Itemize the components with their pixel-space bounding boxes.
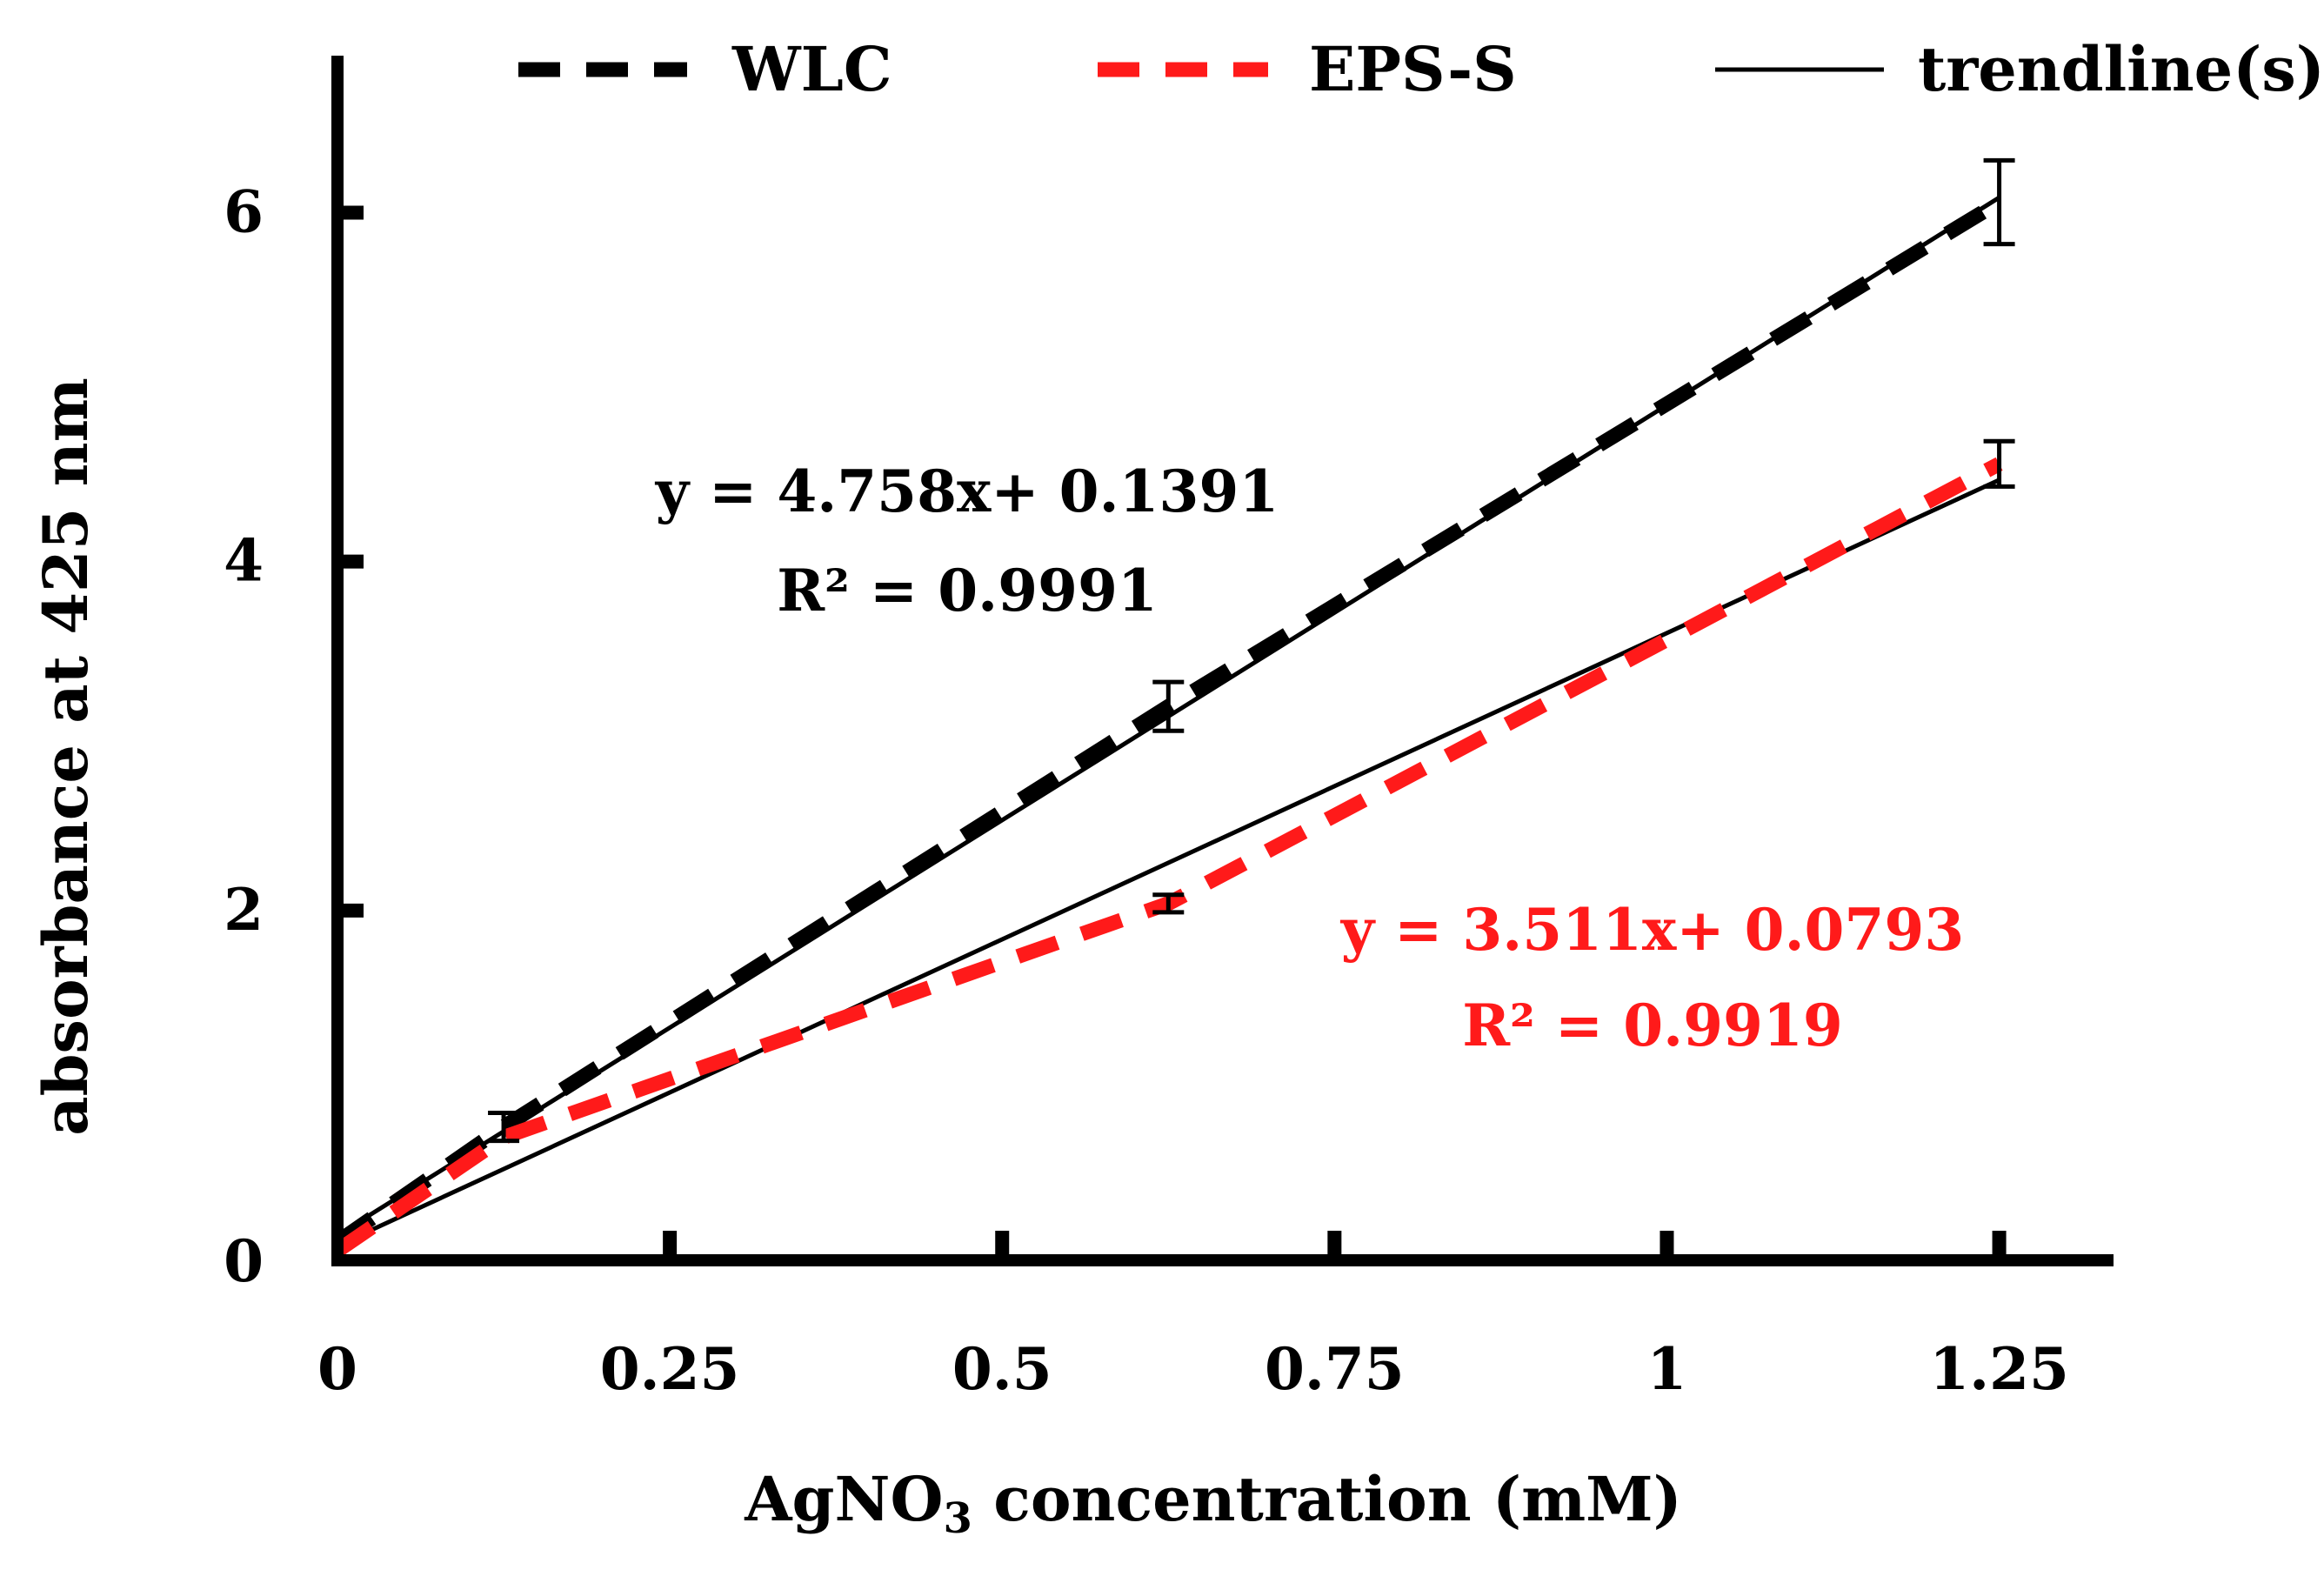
y-tick-label: 2 bbox=[224, 876, 264, 944]
ticks: 0 0.25 0.5 0.75 1 1.25 0 2 4 6 bbox=[224, 178, 2069, 1403]
x-tick-label: 0.75 bbox=[1265, 1335, 1405, 1403]
error-bar-wlc-3 bbox=[1983, 157, 2015, 247]
legend-label-3: trendline(s) bbox=[1918, 33, 2324, 105]
trendline-r2-wlc: R² = 0.9991 bbox=[777, 557, 1158, 625]
series-line-wlc bbox=[333, 196, 2003, 1248]
x-tick-label: 0.5 bbox=[952, 1335, 1052, 1403]
trendline-equation-eps-s: y = 3.511x+ 0.0793 bbox=[1340, 896, 1965, 964]
trendline-equations: y = 4.758x+ 0.1391 R² = 0.9991 y = 3.511x+… bbox=[655, 458, 1965, 1059]
x-tick-label: 0 bbox=[317, 1335, 357, 1403]
legend: WLC EPS-S trendline(s) bbox=[518, 33, 2324, 105]
error-bar-eps-s-3 bbox=[1983, 438, 2015, 489]
x-tick-label: 0.25 bbox=[600, 1335, 740, 1403]
y-tick-label: 6 bbox=[224, 178, 264, 246]
x-tick-label: 1.25 bbox=[1929, 1335, 2069, 1403]
error-bar-eps-s-2 bbox=[1152, 892, 1185, 915]
y-tick-label: 0 bbox=[224, 1227, 264, 1295]
x-axis-label-main: AgNO bbox=[744, 1463, 943, 1535]
error-bar-wlc-2 bbox=[1152, 679, 1185, 733]
series-line-eps-s bbox=[333, 457, 2003, 1257]
x-axis-label-subscript: 3 bbox=[943, 1494, 972, 1543]
legend-label-1: WLC bbox=[731, 33, 892, 105]
trendline-r2-eps-s: R² = 0.9919 bbox=[1462, 992, 1843, 1059]
error-bar-wlc-1 bbox=[488, 1111, 520, 1144]
trendline-equation-wlc: y = 4.758x+ 0.1391 bbox=[655, 458, 1279, 525]
legend-label-2: EPS-S bbox=[1309, 33, 1517, 105]
axes bbox=[331, 56, 2114, 1266]
axis-labels: AgNO3 concentration (mM) absorbance at 4… bbox=[30, 377, 1682, 1543]
x-axis-label: AgNO3 concentration (mM) bbox=[744, 1463, 1682, 1543]
plot-area bbox=[333, 157, 2015, 1257]
y-tick-label: 4 bbox=[224, 527, 264, 595]
x-axis-label-rest: concentration (mM) bbox=[972, 1463, 1682, 1535]
y-axis-label: absorbance at 425 nm bbox=[30, 377, 102, 1136]
x-tick-label: 1 bbox=[1646, 1335, 1686, 1403]
